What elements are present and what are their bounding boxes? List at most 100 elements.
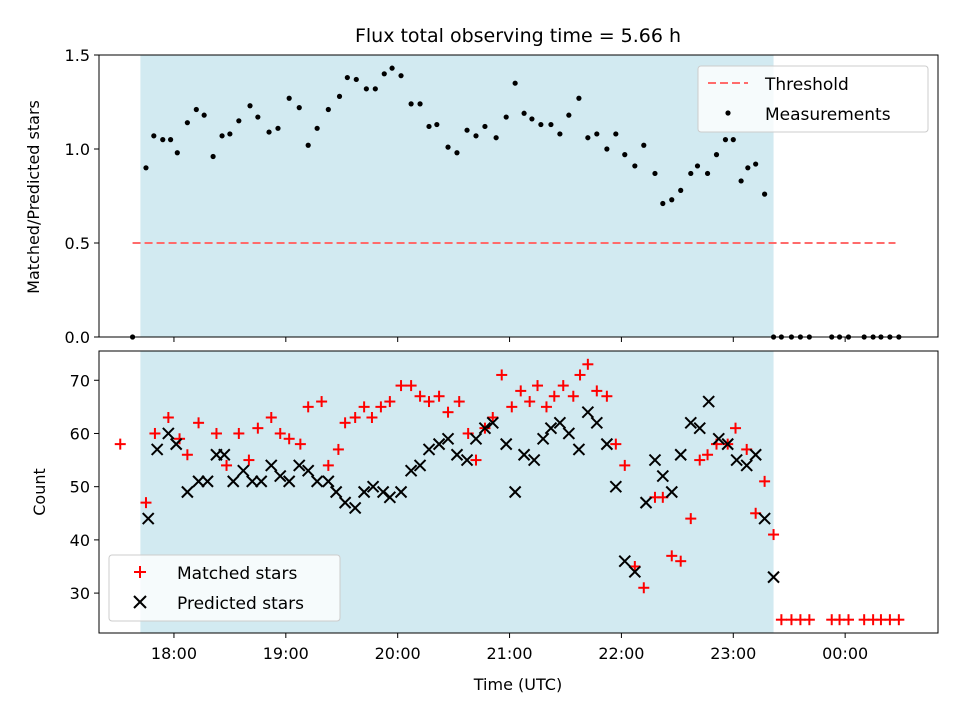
- measurement-point: [210, 153, 216, 160]
- predicted-star-point: [674, 448, 687, 461]
- y-tick-label: 60: [70, 424, 90, 443]
- predicted-star-point: [639, 496, 653, 509]
- matched-star-point: [395, 380, 407, 392]
- x-tick-label: 18:00: [151, 644, 197, 663]
- predicted-star-point: [469, 432, 483, 445]
- x-tick-label: 21:00: [486, 644, 532, 663]
- matched-star-point: [759, 475, 771, 487]
- predicted-star-point: [508, 485, 522, 499]
- matched-star-point: [375, 401, 387, 413]
- matched-star-point: [582, 358, 594, 370]
- matched-star-point: [893, 614, 905, 626]
- predicted-star-point: [450, 448, 464, 461]
- matched-star-point: [487, 412, 499, 424]
- predicted-star-point: [609, 480, 623, 493]
- legend-predicted-swatch: [133, 595, 147, 609]
- x-tick-label: 20:00: [375, 644, 421, 663]
- matched-star-point: [610, 438, 622, 450]
- measurement-point: [255, 114, 261, 120]
- measurement-point: [694, 163, 701, 169]
- measurement-point: [344, 74, 350, 81]
- measurement-point: [266, 129, 272, 135]
- predicted-star-point: [274, 469, 287, 483]
- predicted-star-point: [394, 485, 408, 499]
- measurement-point: [493, 135, 499, 141]
- matched-star-point: [453, 396, 465, 408]
- predicted-star-point: [322, 475, 335, 488]
- matched-star-point: [515, 385, 527, 397]
- bottom-y-ticks: 30 40 50 60 70: [70, 371, 99, 603]
- predicted-star-point: [478, 421, 492, 435]
- matched-star-point: [302, 401, 314, 413]
- matched-star-point: [768, 529, 780, 541]
- matched-star-point: [423, 396, 435, 408]
- top-legend-box: [697, 65, 929, 133]
- y-tick-label: 1.0: [65, 140, 90, 159]
- predicted-star-point: [656, 469, 670, 483]
- measurement-point: [227, 131, 233, 137]
- predicted-star-point: [460, 453, 474, 467]
- y-tick-label: 0.0: [65, 328, 90, 347]
- measurement-point: [594, 131, 600, 137]
- matched-star-point: [694, 454, 706, 466]
- predicted-star-point: [329, 485, 343, 499]
- predicted-star-point: [227, 475, 240, 488]
- measurement-point: [464, 127, 470, 133]
- matched-star-point: [524, 396, 536, 408]
- predicted-star-point: [562, 427, 576, 440]
- predicted-star-point: [486, 416, 499, 430]
- predicted-star-point: [536, 432, 550, 445]
- predicted-star-point: [348, 501, 362, 515]
- measurement-point: [445, 144, 451, 150]
- matched-star-point: [332, 443, 344, 455]
- predicted-star-point: [265, 459, 278, 472]
- matched-star-point: [405, 380, 417, 392]
- measurement-point: [669, 197, 675, 203]
- measurement-point: [753, 161, 759, 167]
- measurement-point: [174, 150, 180, 156]
- y-tick-label: 30: [70, 584, 90, 603]
- predicted-star-point: [665, 485, 678, 499]
- matched-star-point: [339, 417, 351, 429]
- measurement-point: [548, 121, 554, 128]
- measurement-point: [325, 106, 331, 113]
- measurement-point: [521, 110, 527, 116]
- y-tick-label: 70: [70, 371, 90, 390]
- measurement-point: [314, 125, 320, 131]
- top-panel: 0.0 0.5 1.0 1.5 Matched/Predicted stars Thr…: [24, 46, 939, 347]
- predicted-star-point: [499, 437, 513, 451]
- measurement-point: [193, 106, 199, 113]
- matched-star-point: [243, 454, 255, 466]
- matched-star-point: [540, 401, 552, 413]
- measurement-point: [512, 80, 518, 86]
- measurement-point: [566, 112, 572, 118]
- measurement-point: [713, 152, 720, 158]
- measurement-point: [454, 150, 460, 156]
- matched-star-point: [591, 385, 603, 397]
- measurement-point: [660, 200, 666, 207]
- predicted-star-point: [432, 437, 446, 451]
- top-y-ticks: 0.0 0.5 1.0 1.5: [65, 46, 99, 347]
- measurement-point: [372, 86, 378, 92]
- predicted-star-point: [767, 570, 780, 584]
- measurement-point: [722, 137, 729, 143]
- matched-star-point: [114, 438, 126, 450]
- predicted-star-point: [366, 480, 380, 493]
- measurement-point: [184, 120, 190, 126]
- measurement-point: [745, 165, 751, 171]
- matched-star-point: [506, 401, 518, 413]
- legend-matched-label: Matched stars: [177, 564, 297, 584]
- predicted-star-point: [648, 453, 662, 467]
- predicted-star-point: [544, 421, 558, 435]
- matched-star-point: [574, 369, 586, 381]
- legend-predicted-label: Predicted stars: [177, 594, 304, 614]
- measurement-point: [398, 73, 404, 79]
- matched-star-point: [181, 449, 193, 461]
- bottom-x-ticks: 18:00 19:00 20:00 21:00 22:00 23:00 00:00: [151, 633, 868, 663]
- measurement-point: [247, 103, 253, 109]
- matched-star-point: [366, 412, 378, 424]
- measurement-point: [632, 163, 638, 169]
- measurement-point: [482, 123, 488, 130]
- legend-threshold-label: Threshold: [764, 75, 849, 95]
